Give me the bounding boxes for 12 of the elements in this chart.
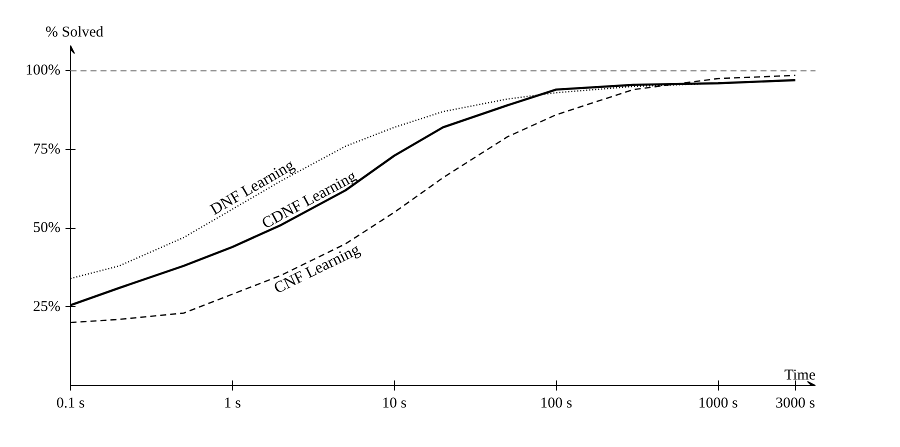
x-axis-title: Time — [784, 368, 816, 384]
y-tick-label: 75% — [33, 141, 61, 158]
x-tick-label: 100 s — [540, 396, 572, 412]
y-axis-title: % Solved — [46, 24, 104, 40]
x-tick-label: 1 s — [224, 396, 242, 412]
x-tick-label: 3000 s — [775, 396, 816, 412]
y-tick-label: 50% — [33, 220, 61, 236]
x-tick-label: 1000 s — [698, 396, 738, 412]
x-tick-label: 0.1 s — [56, 396, 85, 412]
y-tick-label: 100% — [26, 62, 61, 79]
x-tick-label: 10 s — [382, 396, 407, 412]
y-tick-label: 25% — [33, 298, 61, 315]
